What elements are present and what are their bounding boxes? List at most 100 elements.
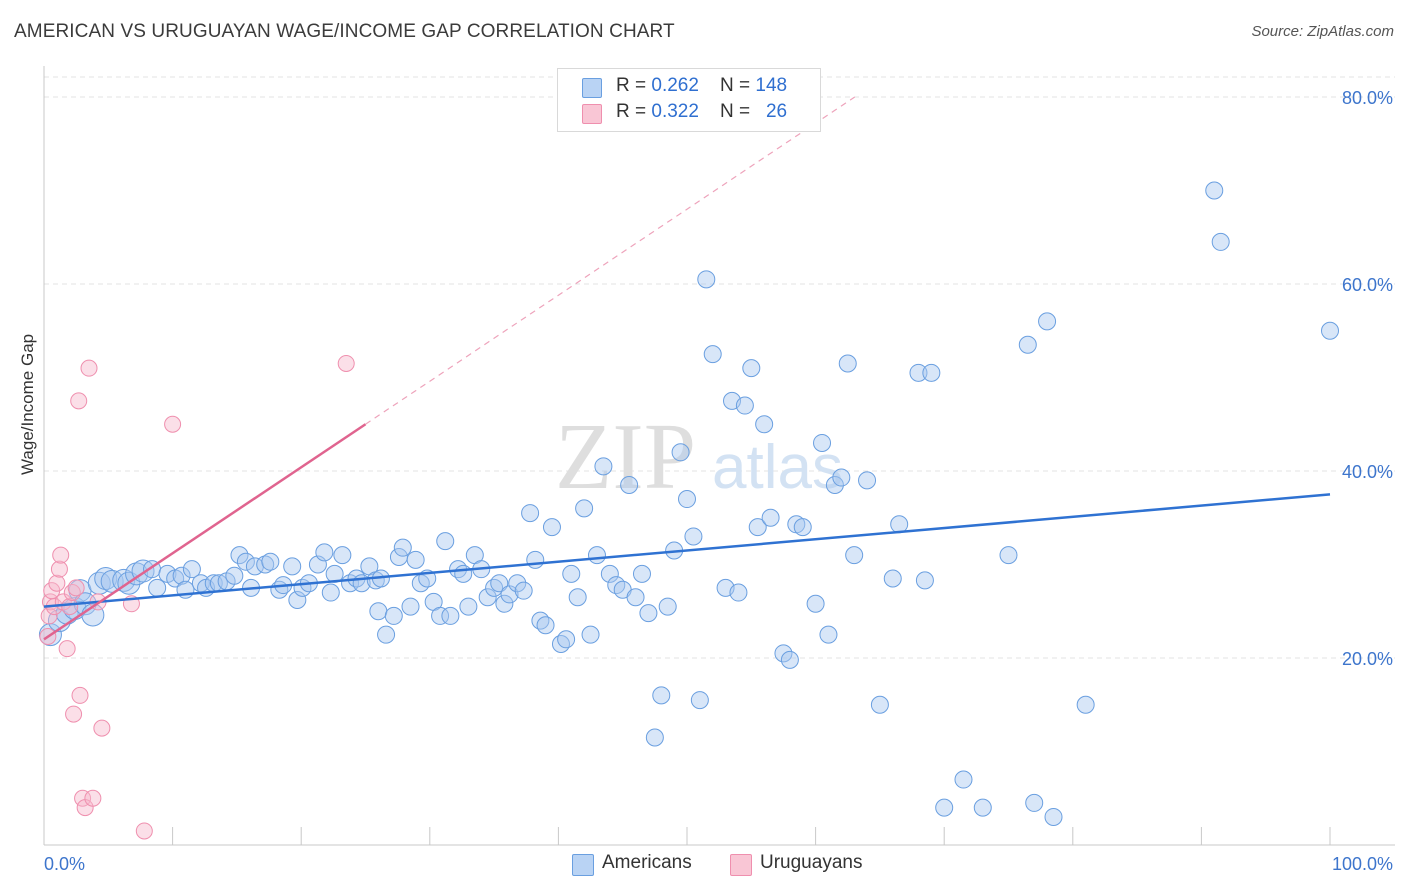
watermark-atlas: atlas xyxy=(712,433,843,502)
r-value-americans: 0.262 xyxy=(651,75,699,96)
watermark-zip: ZIP xyxy=(555,405,696,509)
uruguayans-point xyxy=(80,359,98,377)
americans-point xyxy=(645,728,664,747)
americans-point xyxy=(922,363,941,382)
correlation-legend: R = 0.262 N = 148 R = 0.322 N = 26 xyxy=(557,68,821,132)
r-value-uruguayans: 0.322 xyxy=(651,101,699,122)
americans-point xyxy=(678,490,696,509)
americans-point xyxy=(557,630,576,649)
americans-point xyxy=(755,415,774,434)
gridlines xyxy=(44,76,1395,659)
americans-point xyxy=(369,602,388,621)
americans-point xyxy=(607,576,626,595)
americans-point xyxy=(697,270,716,289)
americans-point xyxy=(703,345,722,364)
americans-point xyxy=(1076,695,1095,714)
americans-point xyxy=(729,583,748,602)
americans-point xyxy=(256,555,275,574)
americans-point xyxy=(594,457,613,476)
americans-point xyxy=(261,552,280,571)
americans-point xyxy=(436,532,455,551)
uruguayans-point xyxy=(40,607,58,625)
americans-point xyxy=(1205,181,1224,200)
americans-point xyxy=(1018,335,1037,354)
americans-point xyxy=(542,518,561,537)
americans-point xyxy=(793,518,812,537)
americans-point xyxy=(1044,807,1063,826)
americans-point xyxy=(1321,321,1339,340)
americans-point xyxy=(690,691,709,710)
americans-point xyxy=(230,546,249,565)
uruguayans-legend-label: Uruguayans xyxy=(760,852,863,873)
americans-point xyxy=(774,644,793,663)
americans-point xyxy=(999,546,1018,565)
americans-point xyxy=(478,588,497,607)
americans-point xyxy=(283,557,302,576)
americans-point xyxy=(845,546,864,565)
x-tick-label: 0.0% xyxy=(44,854,85,874)
americans-point xyxy=(832,468,851,487)
americans-point xyxy=(909,363,928,382)
uruguayans-point xyxy=(84,789,102,807)
uruguayans-point xyxy=(61,598,79,616)
americans-point xyxy=(568,588,587,607)
americans-point xyxy=(441,606,460,625)
americans-point xyxy=(819,625,838,644)
americans-point xyxy=(858,471,877,490)
uruguayans-trend-line xyxy=(43,423,367,641)
americans-point xyxy=(652,686,671,705)
watermark: ZIP atlas xyxy=(555,405,843,509)
uruguayans-point xyxy=(67,579,85,597)
americans-point xyxy=(639,604,658,623)
americans-point xyxy=(883,569,902,588)
americans-point xyxy=(658,597,677,616)
uruguayans-point xyxy=(337,354,355,372)
uruguayans-point xyxy=(93,719,111,737)
americans-point xyxy=(508,574,527,593)
y-tick-label: 20.0% xyxy=(1342,649,1393,669)
uruguayans-legend-swatch xyxy=(730,854,752,876)
americans-point xyxy=(780,650,799,669)
americans-trend-line xyxy=(43,493,1331,608)
n-value-uruguayans: 26 xyxy=(765,101,788,122)
americans-point xyxy=(761,508,780,527)
n-value-americans: 148 xyxy=(755,75,788,96)
americans-point xyxy=(671,443,690,462)
americans-point xyxy=(94,567,118,591)
americans-point xyxy=(521,504,540,523)
americans-point xyxy=(838,354,857,373)
uruguayans-point xyxy=(48,574,66,592)
r-label: R = xyxy=(616,101,652,122)
americans-point xyxy=(514,581,533,600)
americans-point xyxy=(684,527,703,546)
americans-point xyxy=(973,798,992,817)
americans-point xyxy=(454,564,473,583)
y-tick-label: 40.0% xyxy=(1342,462,1393,482)
americans-point xyxy=(620,476,639,495)
tick-labels: 20.0% 40.0% 60.0% 80.0% 0.0% 100.0% xyxy=(44,88,1393,874)
n-label: N = xyxy=(720,101,756,122)
americans-point xyxy=(333,546,352,565)
y-tick-label: 60.0% xyxy=(1342,275,1393,295)
americans-point xyxy=(406,550,425,569)
americans-point xyxy=(182,560,201,579)
n-label: N = xyxy=(720,75,756,96)
americans-point xyxy=(735,396,754,415)
uruguayans-point xyxy=(70,392,88,410)
source-label: Source: ZipAtlas.com xyxy=(1251,23,1394,40)
americans-point xyxy=(806,594,825,613)
uruguayans-point xyxy=(52,546,70,564)
americans-swatch xyxy=(582,78,602,98)
chart-title: AMERICAN VS URUGUAYAN WAGE/INCOME GAP CO… xyxy=(14,21,675,42)
y-axis-label: Wage/Income Gap xyxy=(18,333,37,475)
americans-point xyxy=(1211,232,1230,251)
americans-point xyxy=(562,564,581,583)
americans-point xyxy=(401,597,420,616)
uruguayans-point xyxy=(135,822,153,840)
americans-point xyxy=(431,606,450,625)
uruguayans-trend-extension-line xyxy=(365,96,856,425)
uruguayans-point xyxy=(50,560,68,578)
uruguayans-trend-extension xyxy=(365,96,856,425)
americans-point xyxy=(125,562,149,586)
